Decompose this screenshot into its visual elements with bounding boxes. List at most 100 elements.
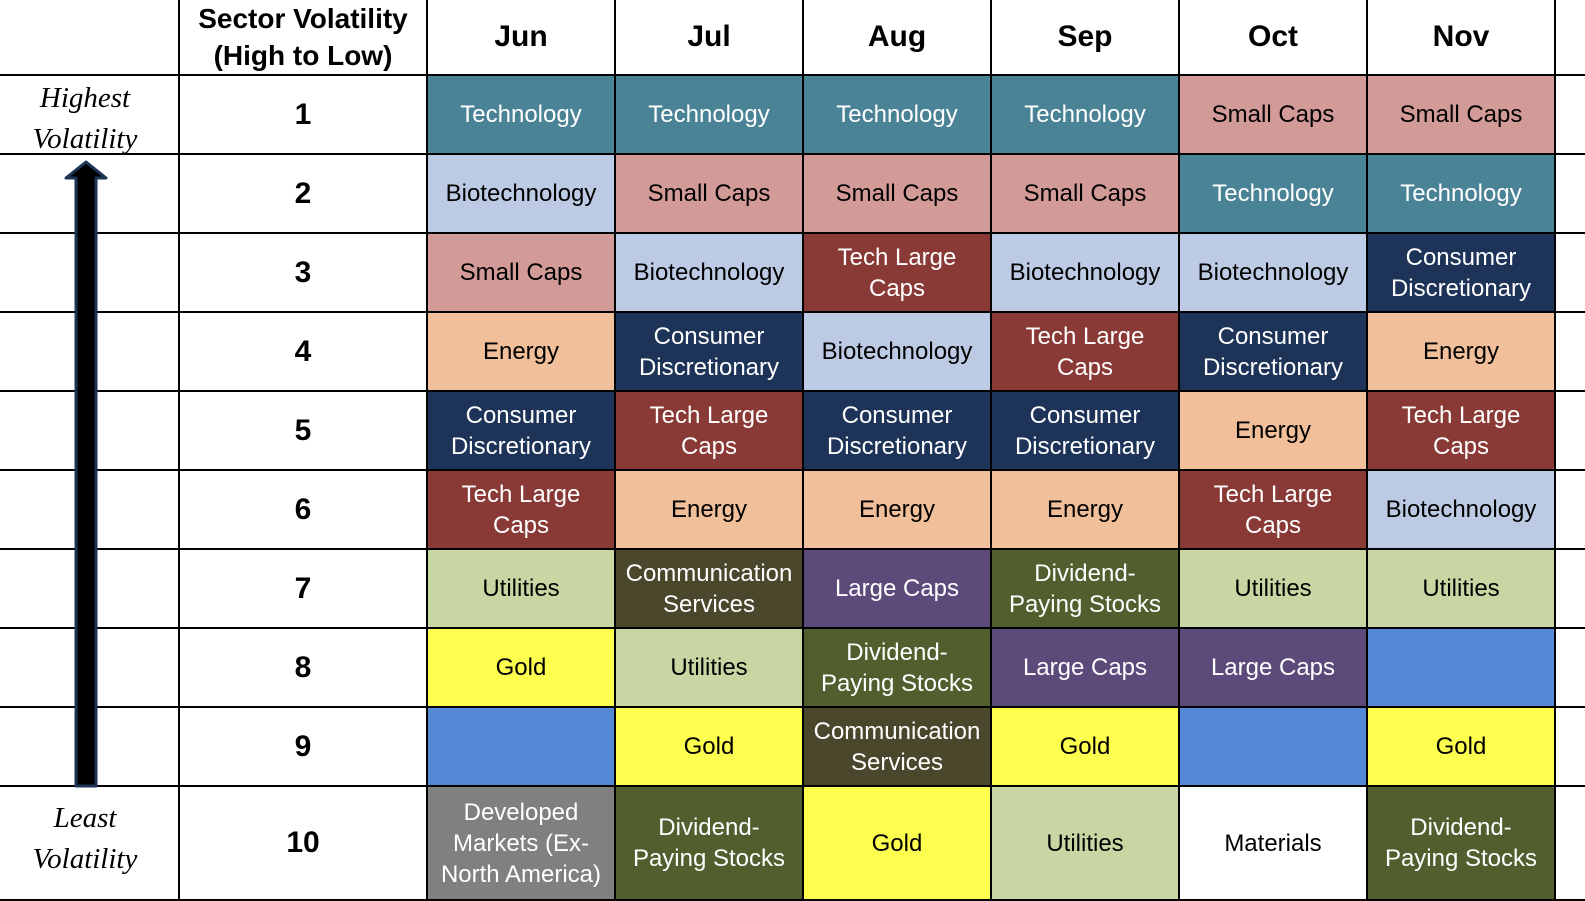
sector-cell-sep-1: Technology bbox=[992, 76, 1180, 155]
sector-cell-nov-5: Tech Large Caps bbox=[1368, 392, 1556, 471]
sector-label: Tech Large Caps bbox=[462, 479, 581, 541]
sector-label: Consumer Discretionary bbox=[639, 321, 779, 383]
sector-label: Utilities bbox=[670, 652, 747, 683]
side-label-cell-3 bbox=[0, 234, 180, 313]
sector-cell-jun-1: Technology bbox=[428, 76, 616, 155]
sector-label-line: Biotechnology bbox=[1197, 259, 1349, 286]
sector-cell-oct-9 bbox=[1180, 708, 1368, 787]
sector-label-line: Large Caps bbox=[834, 575, 960, 602]
rank-cell-8: 8 bbox=[180, 629, 428, 708]
sector-label: Gold bbox=[872, 828, 923, 859]
sector-label: Communication Services bbox=[626, 558, 793, 620]
sector-label: Biotechnology bbox=[1386, 494, 1537, 525]
sector-cell-oct-10: Materials bbox=[1180, 787, 1368, 901]
rank-cell-4: 4 bbox=[180, 313, 428, 392]
sector-label-line: Large Caps bbox=[1022, 654, 1148, 681]
side-label-cell-6 bbox=[0, 471, 180, 550]
corner-cell bbox=[0, 0, 180, 76]
sector-cell-sep-7: Dividend- Paying Stocks bbox=[992, 550, 1180, 629]
sector-cell-oct-4: Consumer Discretionary bbox=[1180, 313, 1368, 392]
sector-cell-sep-8: Large Caps bbox=[992, 629, 1180, 708]
sector-cell-jul-3: Biotechnology bbox=[616, 234, 804, 313]
sector-label: Tech Large Caps bbox=[650, 400, 769, 462]
sector-label-line: Small Caps bbox=[459, 259, 583, 286]
sector-cell-aug-6: Energy bbox=[804, 471, 992, 550]
sector-cell-jun-8: Gold bbox=[428, 629, 616, 708]
sector-label-line: Utilities bbox=[482, 575, 560, 602]
sector-label-line: Dividend- bbox=[846, 638, 948, 666]
sector-label: Biotechnology bbox=[1010, 257, 1161, 288]
sector-label-line: Utilities bbox=[1234, 575, 1312, 602]
sector-cell-oct-6: Tech Large Caps bbox=[1180, 471, 1368, 550]
sector-cell-oct-7: Utilities bbox=[1180, 550, 1368, 629]
sector-label-line: North America) bbox=[440, 860, 602, 888]
sector-label-line: Services bbox=[850, 748, 943, 776]
sector-label: Biotechnology bbox=[446, 178, 597, 209]
sector-cell-aug-5: Consumer Discretionary bbox=[804, 392, 992, 471]
sector-label: Energy bbox=[671, 494, 747, 525]
sector-cell-aug-10: Gold bbox=[804, 787, 992, 901]
sector-label-line: Consumer bbox=[841, 401, 953, 429]
sector-label-line: Gold bbox=[683, 733, 735, 760]
sector-label-line: Discretionary bbox=[1390, 274, 1532, 302]
side-label-cell-4 bbox=[0, 313, 180, 392]
sector-cell-jun-9 bbox=[428, 708, 616, 787]
sector-label: Tech Large Caps bbox=[1402, 400, 1521, 462]
sector-cell-jul-5: Tech Large Caps bbox=[616, 392, 804, 471]
sector-cell-oct-2: Technology bbox=[1180, 155, 1368, 234]
sector-label: Utilities bbox=[482, 573, 559, 604]
sector-label: Small Caps bbox=[836, 178, 959, 209]
sector-label: Small Caps bbox=[1400, 99, 1523, 130]
sector-label: Dividend- Paying Stocks bbox=[633, 812, 785, 874]
sector-label: Utilities bbox=[1422, 573, 1499, 604]
sector-label-line: Paying Stocks bbox=[632, 845, 786, 872]
sector-label: Biotechnology bbox=[822, 336, 973, 367]
sector-label: Technology bbox=[1024, 99, 1145, 130]
sector-label: Technology bbox=[1400, 178, 1521, 209]
sector-label: Dividend- Paying Stocks bbox=[1385, 812, 1537, 874]
sector-label-line: Discretionary bbox=[638, 353, 780, 381]
month-header-nov: Nov bbox=[1368, 0, 1556, 76]
sector-label-line: Energy bbox=[1234, 417, 1312, 444]
sector-label-line: Biotechnology bbox=[633, 259, 785, 286]
sector-label-line: Consumer bbox=[1029, 401, 1141, 429]
sector-label-line: Gold bbox=[871, 829, 923, 857]
row-edge-cell-3 bbox=[1556, 234, 1585, 313]
sector-label-line: Biotechnology bbox=[821, 338, 973, 365]
sector-label-line: Caps bbox=[680, 432, 738, 460]
sector-cell-nov-3: Consumer Discretionary bbox=[1368, 234, 1556, 313]
sector-label-line: Paying Stocks bbox=[820, 669, 974, 697]
sector-label-line: Technology bbox=[836, 101, 958, 128]
sector-label-line: Technology bbox=[648, 101, 770, 128]
sector-label-line: Caps bbox=[1244, 511, 1302, 539]
sector-cell-sep-5: Consumer Discretionary bbox=[992, 392, 1180, 471]
sector-cell-aug-9: Communication Services bbox=[804, 708, 992, 787]
sector-cell-sep-4: Tech Large Caps bbox=[992, 313, 1180, 392]
sector-label: Gold bbox=[684, 731, 735, 762]
sector-label: Tech Large Caps bbox=[1026, 321, 1145, 383]
sector-label-line: Discretionary bbox=[450, 432, 592, 460]
sector-label: Gold bbox=[496, 652, 547, 683]
sector-label-line: Tech Large bbox=[1025, 322, 1145, 350]
sector-cell-aug-2: Small Caps bbox=[804, 155, 992, 234]
rank-column-header: Sector Volatility (High to Low) bbox=[180, 0, 428, 76]
sector-label-line: Technology bbox=[1212, 180, 1334, 207]
sector-label-line: Gold bbox=[1435, 733, 1487, 760]
sector-label-line: Biotechnology bbox=[445, 180, 597, 207]
sector-label-line: Services bbox=[662, 590, 755, 618]
sector-label-line: Tech Large bbox=[1401, 401, 1521, 429]
sector-label-line: Caps bbox=[1056, 353, 1114, 381]
sector-label: Technology bbox=[836, 99, 957, 130]
month-header-jun: Jun bbox=[428, 0, 616, 76]
sector-label: Biotechnology bbox=[1198, 257, 1349, 288]
sector-cell-sep-10: Utilities bbox=[992, 787, 1180, 901]
sector-label-line: Small Caps bbox=[835, 180, 959, 207]
sector-label: Gold bbox=[1060, 731, 1111, 762]
rank-header-line-2: (High to Low) bbox=[213, 40, 393, 71]
row-edge-cell-8 bbox=[1556, 629, 1585, 708]
rank-cell-9: 9 bbox=[180, 708, 428, 787]
sector-label-line: Developed bbox=[463, 798, 579, 826]
sector-label-line: Biotechnology bbox=[1385, 496, 1537, 523]
sector-label: Large Caps bbox=[835, 573, 959, 604]
sector-label-line: Technology bbox=[460, 101, 582, 128]
